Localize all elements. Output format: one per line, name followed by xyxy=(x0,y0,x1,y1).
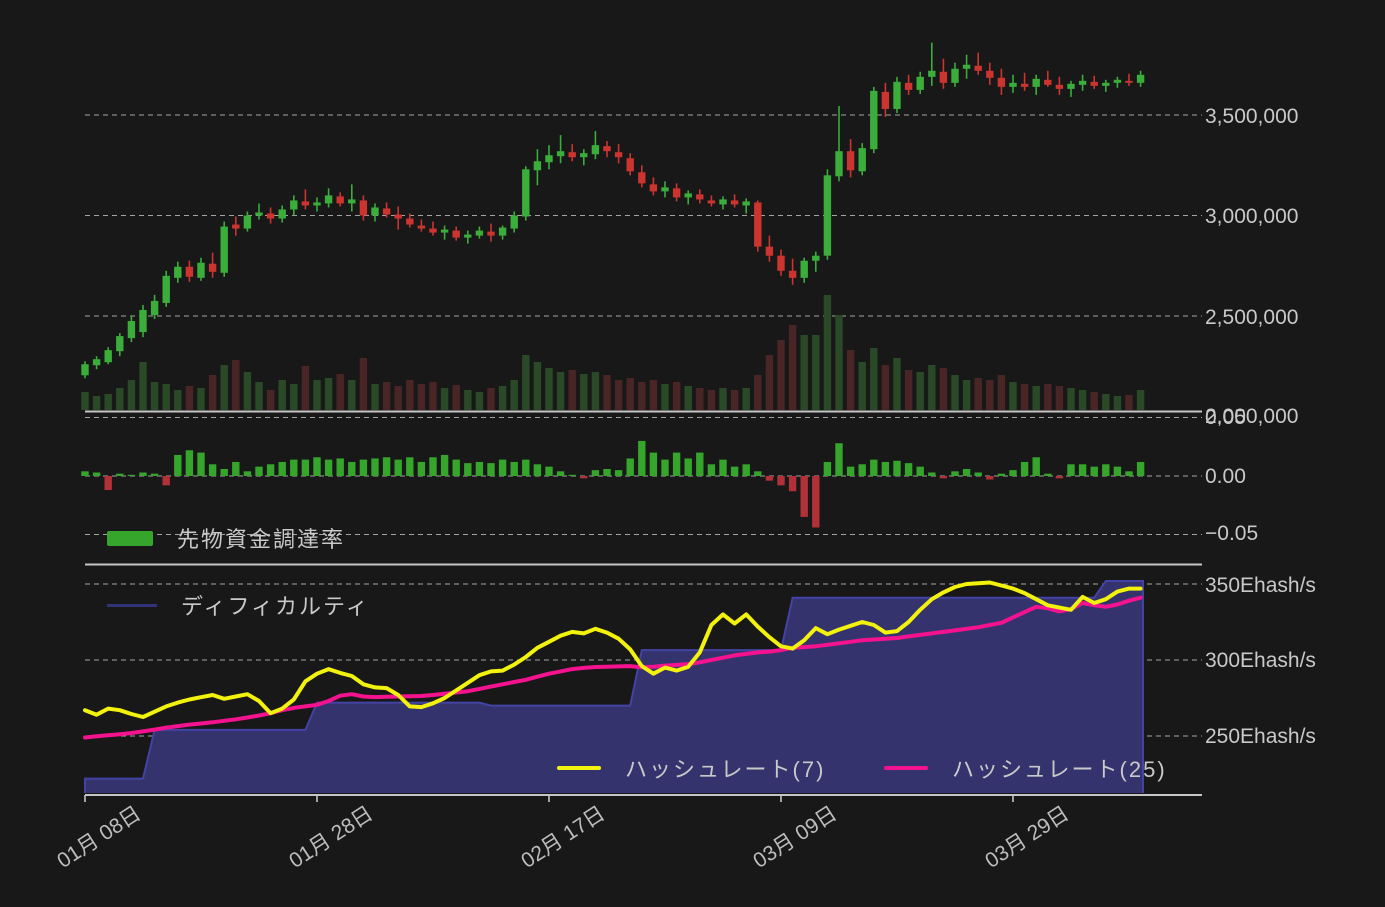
funding-axis-label: 0.00 xyxy=(1205,465,1246,488)
hashrate7-legend-swatch-icon xyxy=(557,766,601,770)
price-axis-label: 3,500,000 xyxy=(1205,105,1299,128)
hashrate25-legend-swatch-icon xyxy=(884,766,928,770)
price-axis-label: 3,000,000 xyxy=(1205,205,1299,228)
funding-legend-item[interactable]: 先物資金調達率 xyxy=(107,522,345,554)
difficulty-legend-label: ディフィカルティ xyxy=(181,594,370,619)
price-axis-label: 2,500,000 xyxy=(1205,306,1299,329)
funding-legend-label: 先物資金調達率 xyxy=(177,527,346,552)
hashrate-axis-label: 250Ehash/s xyxy=(1205,725,1316,748)
hashrate7-legend-item[interactable]: ハッシュレート(7) xyxy=(557,752,825,784)
hashrate25-legend-item[interactable]: ハッシュレート(25) xyxy=(884,752,1167,784)
difficulty-legend-swatch-icon xyxy=(107,603,157,607)
difficulty-legend-item[interactable]: ディフィカルティ xyxy=(107,589,370,621)
hashrate7-legend-label: ハッシュレート(7) xyxy=(625,757,826,782)
funding-axis-label: −0.05 xyxy=(1205,522,1259,545)
price-axis-label: 2,000,000 xyxy=(1205,405,1299,428)
hashrate25-legend-label: ハッシュレート(25) xyxy=(952,757,1167,782)
hashrate-axis-label: 300Ehash/s xyxy=(1205,649,1316,672)
hashrate-axis-label: 350Ehash/s xyxy=(1205,574,1316,597)
funding-axis-label: 0.05 xyxy=(1205,406,1246,429)
funding-legend-swatch-icon xyxy=(107,530,153,546)
